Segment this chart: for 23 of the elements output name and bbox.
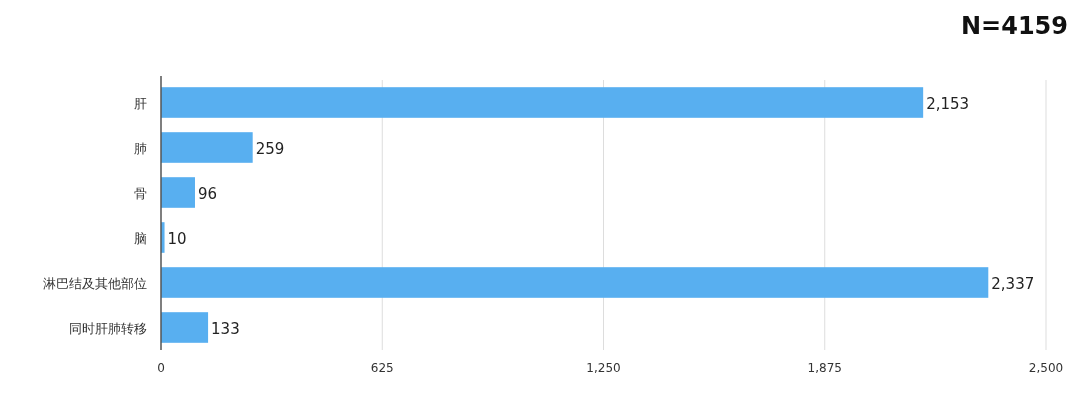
bar <box>161 132 253 163</box>
bar <box>161 267 989 298</box>
data-label: 96 <box>197 184 218 203</box>
y-tick-label: 肺 <box>134 140 147 156</box>
y-tick-label: 淋巴结及其他部位 <box>43 275 147 291</box>
data-label: 133 <box>211 319 240 338</box>
data-label: 2,153 <box>926 94 970 113</box>
bar <box>161 87 924 118</box>
x-tick-label: 0 <box>157 361 165 375</box>
y-tick-label: 肝 <box>134 95 147 111</box>
bar <box>161 312 209 343</box>
y-tick-label: 骨 <box>134 185 147 201</box>
data-label: 259 <box>255 139 285 158</box>
data-label: 2,337 <box>991 274 1035 293</box>
bar <box>161 177 195 208</box>
x-tick-label: 1,875 <box>807 361 842 375</box>
chart-title: N=4159 <box>961 12 1068 40</box>
y-tick-label: 同时肝肺转移 <box>69 320 147 336</box>
x-tick-label: 1,250 <box>586 361 621 375</box>
x-tick-label: 625 <box>370 361 394 375</box>
data-label: 10 <box>167 229 187 248</box>
y-tick-label: 脑 <box>134 230 147 246</box>
x-tick-label: 2,500 <box>1028 361 1064 375</box>
